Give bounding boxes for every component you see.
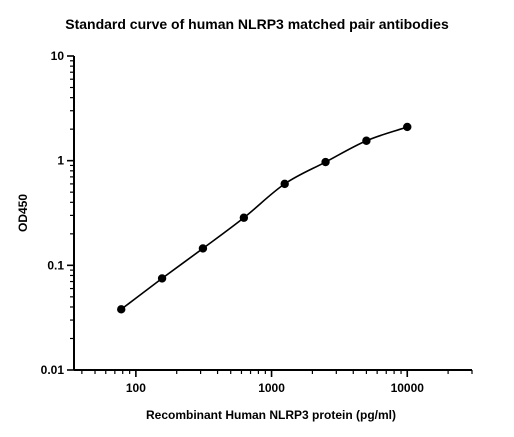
x-tick-label: 10000: [391, 381, 425, 395]
y-axis-label: OD450: [16, 194, 30, 232]
y-tick-label: 10: [51, 49, 65, 63]
data-point: [239, 213, 249, 222]
y-tick-label: 0.01: [41, 363, 65, 377]
y-tick-label: 0.1: [47, 258, 64, 272]
data-point: [280, 179, 289, 189]
x-axis-label: Recombinant Human NLRP3 protein (pg/ml): [146, 408, 396, 422]
data-point: [403, 122, 412, 132]
data-point: [362, 136, 371, 145]
y-axis: 0.01 0.1 1 10: [41, 49, 75, 377]
x-tick-label: 1000: [258, 381, 285, 395]
x-tick-label: 100: [126, 381, 146, 395]
data-point: [198, 244, 208, 253]
data-point: [117, 305, 126, 314]
x-axis: 100 1000 10000: [74, 369, 473, 395]
y-tick-label: 1: [57, 154, 64, 168]
chart-title: Standard curve of human NLRP3 matched pa…: [65, 16, 449, 32]
data-point: [157, 274, 167, 283]
data-points: [117, 122, 412, 314]
data-point: [321, 157, 330, 167]
